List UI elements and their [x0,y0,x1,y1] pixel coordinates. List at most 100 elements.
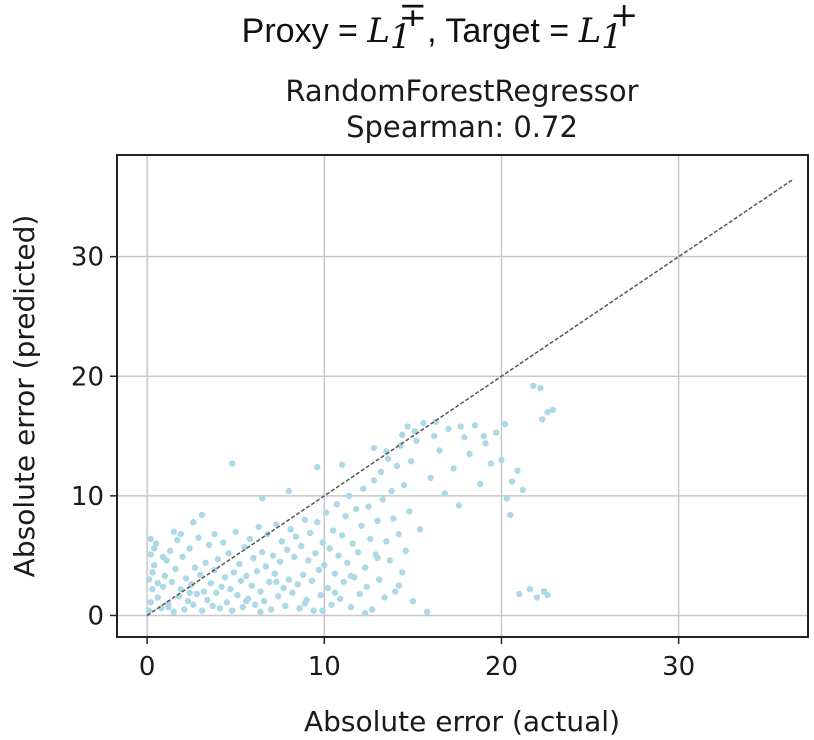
data-point [181,606,188,613]
data-point [283,546,291,553]
suptitle-proxy-symbol: L [366,11,390,51]
data-point [285,487,293,495]
suptitle-target-symbol: L [578,11,602,51]
suptitle-target-sub: 1 [601,17,623,57]
data-point [450,465,457,472]
data-point [501,420,509,428]
scatter-points [145,382,557,617]
y-axis-ticks: 0 10 20 30 [71,243,117,631]
data-point [407,457,415,465]
data-point [349,540,356,547]
data-point [436,447,443,454]
x-tick-label: 20 [485,652,518,682]
data-point [308,577,316,584]
data-point [149,585,156,593]
suptitle-proxy-sup: ∓ [399,0,428,35]
data-point [214,556,222,563]
data-point [324,584,332,592]
data-point [213,589,220,596]
data-point [189,601,197,608]
data-point [549,406,557,413]
data-point [197,571,204,579]
data-point [386,557,394,564]
data-point [457,423,464,430]
data-point [361,609,369,617]
data-point [445,425,452,433]
data-point [338,461,346,468]
data-point [172,565,179,573]
data-point [301,600,309,607]
data-point [370,444,378,452]
data-point [400,481,408,489]
data-point [260,597,268,605]
data-point [471,422,479,429]
data-point [234,591,241,599]
data-point [466,450,473,458]
data-point [179,553,186,561]
data-point [409,597,417,605]
data-point [246,535,254,543]
data-point [306,529,314,537]
data-point [147,551,154,558]
data-point [319,607,326,614]
data-point [406,508,413,515]
data-point [411,428,418,435]
data-point [329,527,337,534]
data-point [287,526,294,533]
data-point [165,603,172,611]
data-point [174,536,181,544]
data-point [276,558,284,565]
data-point [198,607,206,614]
data-point [487,460,495,467]
grid-lines [117,155,808,637]
data-point [367,535,374,543]
data-point [482,440,489,447]
data-point [402,547,410,555]
data-point [170,608,177,616]
data-point [253,568,261,575]
data-point [391,588,399,595]
data-point [544,408,551,416]
data-point [292,533,300,540]
data-point [317,591,324,599]
data-point [404,423,411,430]
data-point [223,599,231,606]
suptitle-target-sup: + [610,0,639,35]
data-point [269,552,277,559]
data-point [145,607,153,614]
data-point [198,511,206,519]
data-point [186,589,193,596]
data-point [314,518,321,526]
data-point [492,429,500,436]
data-point [335,552,342,559]
data-point [530,382,537,390]
data-point [423,608,431,616]
data-point [376,576,383,583]
data-point [243,572,250,580]
data-point [515,590,523,598]
data-point [216,605,223,612]
data-point [257,588,264,595]
data-point [290,553,298,561]
data-point [250,554,257,562]
data-point [342,513,349,520]
data-point [455,502,463,509]
data-point [271,570,278,577]
data-point [363,583,371,590]
data-point [347,572,355,580]
data-point [218,583,225,590]
data-point [390,515,397,522]
data-point [182,575,190,582]
data-point [230,569,238,576]
data-point [544,591,551,599]
data-point [149,569,156,576]
data-point [368,606,376,613]
data-point [267,606,275,613]
data-point [514,467,521,474]
data-point [361,564,369,571]
data-point [322,509,330,516]
data-point [399,569,406,576]
data-point [374,517,381,525]
data-point [420,419,427,427]
data-point [358,522,365,529]
